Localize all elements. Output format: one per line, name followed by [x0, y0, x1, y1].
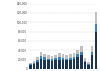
- Bar: [62, 58, 64, 60]
- Bar: [76, 54, 79, 57]
- Bar: [47, 59, 50, 60]
- Bar: [36, 60, 39, 62]
- Bar: [40, 56, 42, 59]
- Bar: [87, 62, 90, 64]
- Bar: [29, 64, 32, 65]
- Bar: [44, 54, 46, 57]
- Bar: [69, 58, 72, 60]
- Bar: [29, 63, 32, 64]
- Bar: [94, 12, 97, 24]
- Bar: [58, 53, 61, 57]
- Bar: [80, 52, 82, 55]
- Bar: [58, 60, 61, 69]
- Bar: [73, 53, 75, 57]
- Bar: [69, 60, 72, 69]
- Bar: [32, 63, 35, 64]
- Bar: [36, 62, 39, 69]
- Bar: [51, 56, 53, 59]
- Bar: [80, 55, 82, 69]
- Bar: [44, 57, 46, 60]
- Bar: [87, 64, 90, 65]
- Bar: [47, 55, 50, 59]
- Bar: [40, 59, 42, 69]
- Bar: [94, 24, 97, 32]
- Bar: [84, 62, 86, 69]
- Bar: [62, 60, 64, 69]
- Bar: [76, 50, 79, 54]
- Bar: [47, 60, 50, 69]
- Bar: [80, 47, 82, 52]
- Bar: [51, 61, 53, 69]
- Bar: [65, 60, 68, 69]
- Bar: [58, 57, 61, 60]
- Bar: [94, 32, 97, 69]
- Bar: [91, 52, 94, 55]
- Bar: [54, 58, 57, 60]
- Bar: [62, 54, 64, 58]
- Bar: [69, 54, 72, 58]
- Bar: [91, 46, 94, 52]
- Bar: [84, 58, 86, 61]
- Bar: [54, 60, 57, 69]
- Bar: [73, 59, 75, 69]
- Bar: [29, 65, 32, 69]
- Bar: [87, 65, 90, 69]
- Bar: [44, 60, 46, 69]
- Bar: [32, 64, 35, 69]
- Bar: [32, 61, 35, 63]
- Bar: [54, 55, 57, 58]
- Bar: [51, 59, 53, 61]
- Bar: [65, 59, 68, 60]
- Bar: [91, 55, 94, 69]
- Bar: [84, 61, 86, 62]
- Bar: [40, 52, 42, 56]
- Bar: [73, 57, 75, 59]
- Bar: [65, 55, 68, 59]
- Bar: [76, 57, 79, 69]
- Bar: [36, 57, 39, 60]
